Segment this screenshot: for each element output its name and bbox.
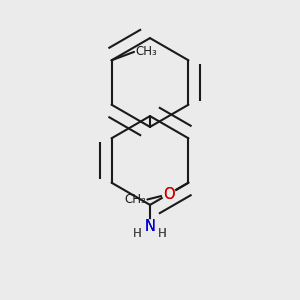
Text: O: O xyxy=(163,187,175,202)
Text: N: N xyxy=(145,219,155,234)
Text: CH₃: CH₃ xyxy=(124,193,146,206)
Text: CH₃: CH₃ xyxy=(136,45,157,58)
Circle shape xyxy=(162,188,176,201)
Text: O: O xyxy=(163,187,175,202)
Text: H: H xyxy=(158,226,167,240)
Text: H: H xyxy=(158,226,167,240)
Text: N: N xyxy=(145,219,155,234)
Circle shape xyxy=(143,220,157,233)
Text: H: H xyxy=(133,226,142,240)
Text: H: H xyxy=(133,226,142,240)
